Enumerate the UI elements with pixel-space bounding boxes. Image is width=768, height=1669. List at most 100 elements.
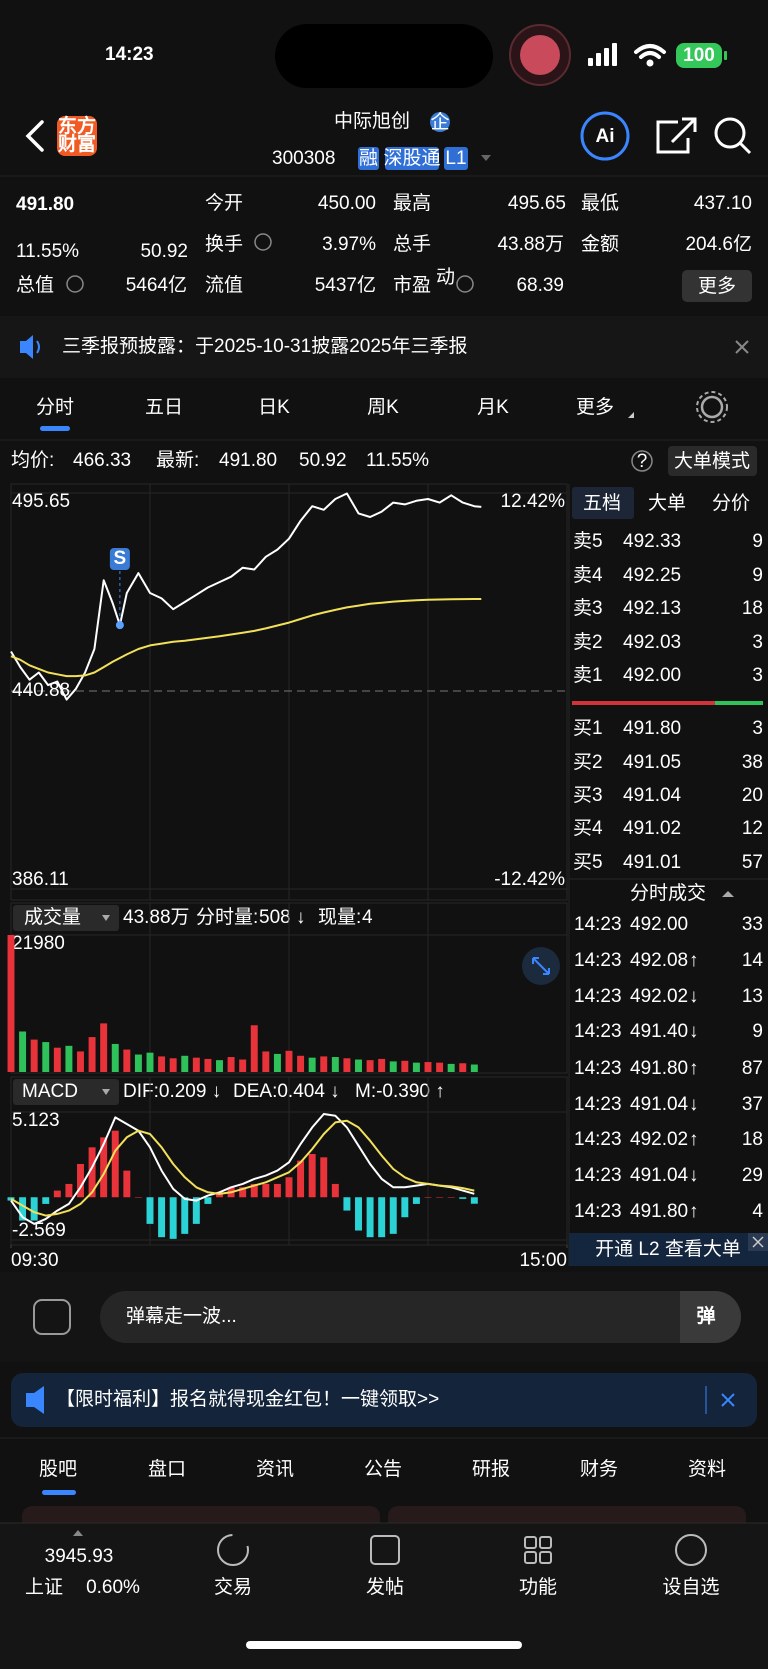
info-icon[interactable] <box>254 233 272 251</box>
x-tick-label: 15:00 <box>519 1250 567 1271</box>
danmaku-send[interactable] <box>680 1291 741 1343</box>
sub-tab[interactable]: 研报 <box>472 1458 510 1480</box>
ratio-bar-buy <box>572 701 715 705</box>
nav-item[interactable]: 设自选 <box>662 1576 719 1598</box>
tab[interactable]: 分时 <box>36 396 74 418</box>
tag-box <box>444 147 468 170</box>
nav-item[interactable]: 功能 <box>519 1576 557 1598</box>
more-button[interactable] <box>682 270 752 302</box>
trade-price: 491.04 <box>630 1165 689 1186</box>
book-qty: 38 <box>742 752 763 773</box>
macd-selector[interactable] <box>13 1079 119 1105</box>
change-percent: 11.55% <box>16 241 79 262</box>
index-name: 上证 <box>25 1576 63 1598</box>
trade-qty: 4 <box>752 1201 763 1222</box>
trade-arrow: ↓ <box>689 1094 699 1115</box>
field-value: 204.6亿 <box>685 233 752 255</box>
tag-box <box>385 147 439 170</box>
volume-bar <box>134 1054 142 1072</box>
trade-qty: 29 <box>742 1165 763 1186</box>
series-line <box>10 1119 475 1217</box>
function-icon[interactable] <box>524 1536 552 1564</box>
trade-time: 14:23 <box>574 1094 622 1115</box>
watch-icon[interactable] <box>675 1534 707 1566</box>
minute-label: 分时量: <box>196 906 258 928</box>
trade-price: 492.02 <box>630 986 688 1007</box>
book-label: 买5 <box>573 852 603 873</box>
current-volume: 4 <box>362 907 373 928</box>
trade-time: 14:23 <box>574 1165 622 1186</box>
book-tab-active[interactable] <box>572 487 634 519</box>
field-value: 68.39 <box>516 275 564 296</box>
book-tab[interactable]: 分价 <box>712 492 750 514</box>
danmaku-toggle[interactable] <box>33 1299 71 1335</box>
tab[interactable]: 更多 <box>576 396 614 418</box>
search-button[interactable] <box>714 117 746 149</box>
macd-bar <box>250 1183 258 1198</box>
ad-close[interactable] <box>721 1393 735 1407</box>
trade-qty: 18 <box>742 1129 763 1150</box>
sub-tab[interactable]: 资料 <box>688 1458 726 1480</box>
help-mark: ? <box>637 451 648 472</box>
stock-code: 300308 <box>272 148 335 169</box>
back-button[interactable] <box>25 120 44 152</box>
notice-text: 三季报预披露：于2025-10-31披露2025年三季报 <box>62 335 467 357</box>
macd-bar <box>401 1197 409 1218</box>
sub-tab[interactable]: 盘口 <box>148 1458 186 1480</box>
volume-bar <box>285 1050 293 1072</box>
tag: 融 <box>359 147 378 169</box>
notice-bar <box>0 316 768 378</box>
comment-input[interactable] <box>100 1291 741 1343</box>
ad-banner[interactable] <box>11 1373 757 1427</box>
info-icon[interactable] <box>66 275 84 293</box>
nav-item[interactable]: 发帖 <box>366 1576 404 1598</box>
trade-arrow: ↓ <box>689 986 699 1007</box>
book-tab[interactable]: 大单 <box>648 492 686 514</box>
volume-bar <box>459 1063 467 1072</box>
tab[interactable]: 五日 <box>145 397 183 418</box>
volume-selector[interactable] <box>13 905 119 931</box>
trade-time: 14:23 <box>574 950 622 971</box>
macd-bar <box>53 1190 61 1198</box>
volume-bar <box>158 1056 166 1072</box>
macd-bar <box>285 1177 293 1198</box>
y2-tick-label: -12.42% <box>494 869 565 890</box>
field-label: 今开 <box>205 192 243 214</box>
macd-bar <box>158 1197 166 1238</box>
ai-button[interactable] <box>580 111 630 161</box>
volume-bar <box>65 1045 73 1072</box>
logo-text: 财富 <box>58 132 96 155</box>
info-icon[interactable] <box>456 275 474 293</box>
post-icon[interactable] <box>370 1535 400 1565</box>
y2-tick-label: 12.42% <box>501 491 566 512</box>
mode-button[interactable] <box>668 446 757 476</box>
macd-bar <box>88 1147 96 1198</box>
tab[interactable]: 月K <box>477 397 509 418</box>
notice-close[interactable] <box>735 340 749 354</box>
trade-icon[interactable] <box>217 1534 249 1566</box>
settings-button[interactable] <box>700 395 724 419</box>
series-line <box>10 1113 475 1225</box>
l2-banner[interactable] <box>569 1233 768 1266</box>
sub-tab[interactable]: 公告 <box>364 1458 402 1480</box>
wifi-icon <box>634 44 666 59</box>
y-tick-label: 495.65 <box>12 491 70 512</box>
tab[interactable]: 周K <box>367 397 399 418</box>
macd-bar <box>111 1130 119 1198</box>
trade-qty: 87 <box>742 1058 763 1079</box>
share-button[interactable] <box>656 117 697 154</box>
tab[interactable]: 日K <box>258 397 290 418</box>
help-button[interactable] <box>631 450 653 472</box>
avg-value: 466.33 <box>73 450 131 471</box>
book-tab[interactable]: 五档 <box>583 492 621 514</box>
macd-bar <box>30 1197 38 1221</box>
trades-title: 分时成交 <box>630 882 706 904</box>
sub-tab[interactable]: 财务 <box>580 1458 618 1480</box>
volume-bar <box>53 1047 61 1072</box>
volume-bar <box>343 1058 351 1072</box>
sub-tab[interactable]: 股吧 <box>39 1459 77 1480</box>
macd-bar <box>366 1197 374 1238</box>
nav-item[interactable]: 交易 <box>214 1576 252 1598</box>
sub-tab[interactable]: 资讯 <box>256 1458 294 1480</box>
